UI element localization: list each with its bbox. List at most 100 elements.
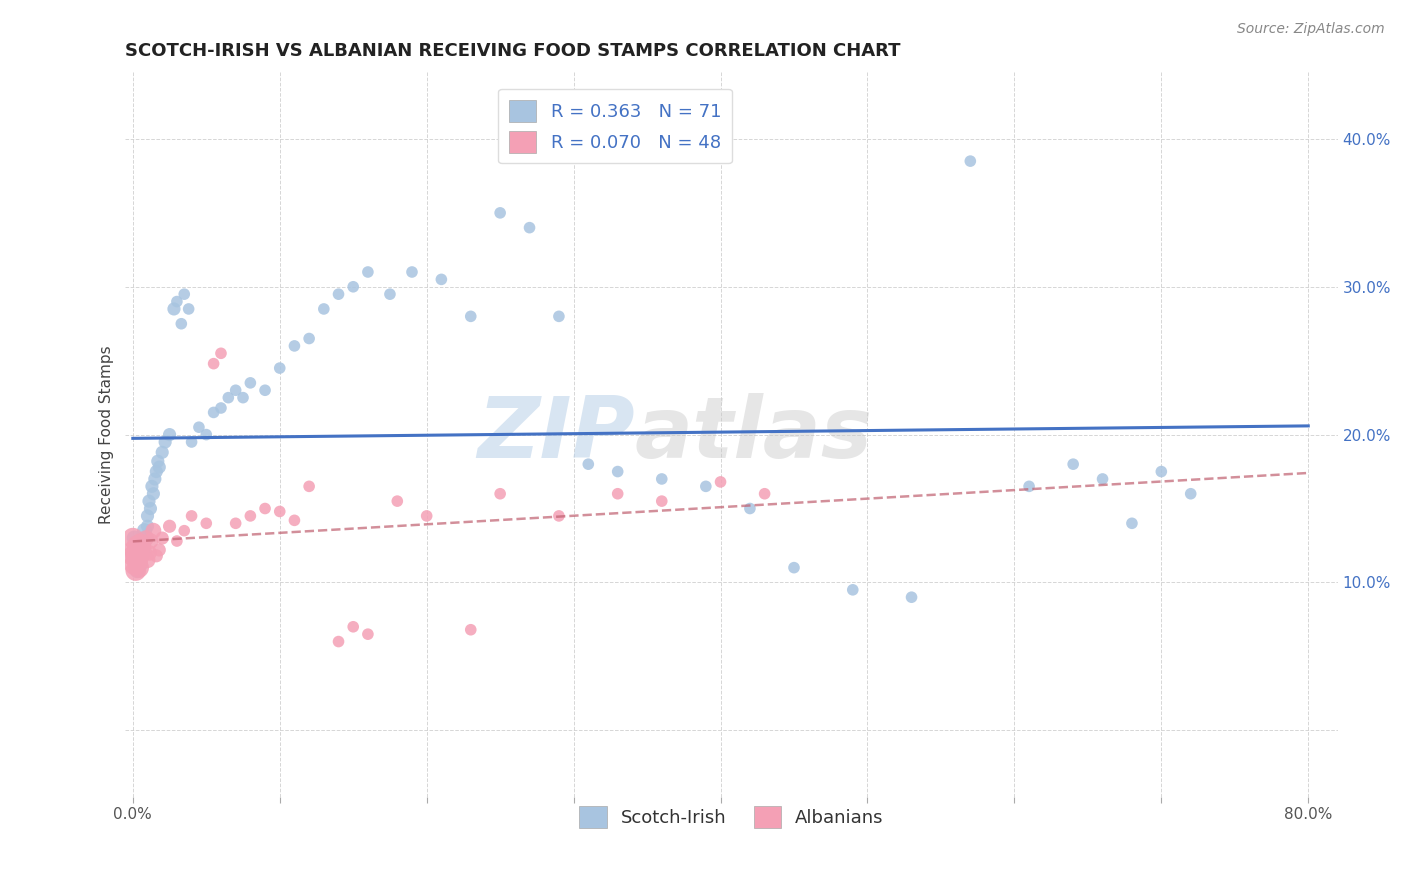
- Point: [136, 519, 159, 533]
- Point: [489, 487, 512, 501]
- Point: [170, 317, 193, 331]
- Point: [651, 472, 673, 486]
- Point: [1121, 516, 1143, 531]
- Point: [136, 553, 159, 567]
- Point: [129, 534, 152, 549]
- Text: ZIP: ZIP: [477, 393, 634, 476]
- Point: [173, 524, 195, 538]
- Point: [141, 479, 163, 493]
- Point: [239, 376, 262, 390]
- Point: [125, 549, 148, 563]
- Point: [548, 508, 571, 523]
- Point: [150, 531, 173, 545]
- Point: [129, 547, 152, 561]
- Point: [143, 472, 166, 486]
- Text: Source: ZipAtlas.com: Source: ZipAtlas.com: [1237, 22, 1385, 37]
- Point: [298, 479, 321, 493]
- Point: [489, 206, 512, 220]
- Point: [127, 546, 149, 560]
- Point: [129, 553, 152, 567]
- Point: [269, 361, 291, 376]
- Text: SCOTCH-IRISH VS ALBANIAN RECEIVING FOOD STAMPS CORRELATION CHART: SCOTCH-IRISH VS ALBANIAN RECEIVING FOOD …: [125, 42, 901, 60]
- Point: [134, 524, 156, 538]
- Point: [519, 220, 541, 235]
- Point: [148, 542, 170, 557]
- Point: [695, 479, 717, 493]
- Point: [225, 384, 247, 398]
- Point: [387, 494, 409, 508]
- Point: [217, 391, 239, 405]
- Point: [173, 287, 195, 301]
- Point: [148, 460, 170, 475]
- Point: [129, 558, 152, 572]
- Point: [415, 508, 437, 523]
- Point: [145, 465, 167, 479]
- Point: [754, 487, 776, 501]
- Point: [195, 427, 218, 442]
- Point: [1150, 465, 1173, 479]
- Point: [127, 553, 149, 567]
- Point: [127, 539, 149, 553]
- Point: [232, 391, 254, 405]
- Point: [202, 357, 225, 371]
- Point: [163, 301, 186, 316]
- Point: [131, 549, 153, 563]
- Point: [225, 516, 247, 531]
- Point: [132, 539, 155, 553]
- Point: [124, 542, 146, 557]
- Legend: Scotch-Irish, Albanians: Scotch-Irish, Albanians: [572, 798, 891, 835]
- Point: [959, 154, 981, 169]
- Point: [128, 560, 150, 574]
- Point: [127, 564, 149, 578]
- Point: [401, 265, 423, 279]
- Point: [139, 534, 162, 549]
- Point: [357, 265, 380, 279]
- Point: [128, 546, 150, 560]
- Point: [134, 546, 156, 560]
- Point: [254, 501, 277, 516]
- Point: [209, 401, 232, 415]
- Point: [378, 287, 401, 301]
- Point: [180, 435, 202, 450]
- Point: [900, 591, 922, 605]
- Point: [842, 582, 865, 597]
- Point: [145, 549, 167, 563]
- Point: [738, 501, 761, 516]
- Text: atlas: atlas: [634, 393, 873, 476]
- Point: [139, 501, 162, 516]
- Point: [460, 623, 482, 637]
- Point: [1018, 479, 1040, 493]
- Point: [142, 524, 165, 538]
- Point: [187, 420, 209, 434]
- Point: [153, 435, 176, 450]
- Point: [606, 465, 628, 479]
- Point: [1180, 487, 1202, 501]
- Point: [209, 346, 232, 360]
- Point: [159, 427, 181, 442]
- Point: [606, 487, 628, 501]
- Point: [195, 516, 218, 531]
- Point: [342, 620, 364, 634]
- Point: [177, 301, 200, 316]
- Point: [150, 445, 173, 459]
- Point: [166, 534, 188, 549]
- Point: [128, 553, 150, 567]
- Point: [357, 627, 380, 641]
- Point: [328, 287, 350, 301]
- Point: [1091, 472, 1114, 486]
- Point: [283, 513, 305, 527]
- Point: [159, 519, 181, 533]
- Point: [576, 457, 599, 471]
- Point: [146, 454, 169, 468]
- Point: [709, 475, 731, 489]
- Point: [135, 531, 157, 545]
- Point: [132, 542, 155, 557]
- Point: [125, 564, 148, 578]
- Point: [254, 384, 277, 398]
- Point: [783, 560, 806, 574]
- Point: [125, 539, 148, 553]
- Point: [124, 558, 146, 572]
- Point: [142, 487, 165, 501]
- Point: [460, 310, 482, 324]
- Point: [135, 531, 157, 545]
